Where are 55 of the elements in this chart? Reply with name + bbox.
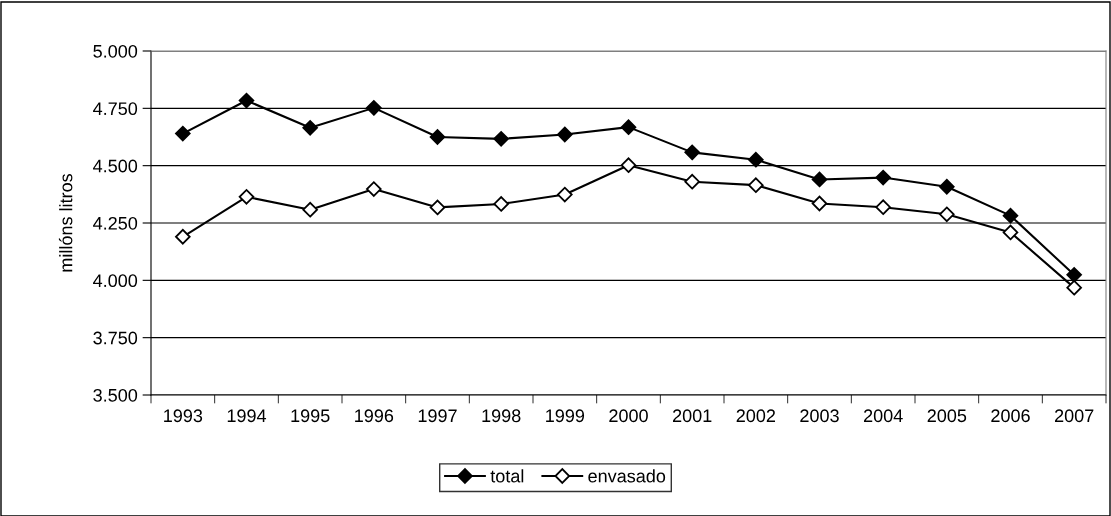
point <box>811 195 828 212</box>
point <box>302 120 318 136</box>
x-tick-label: 2004 <box>863 409 903 423</box>
point <box>1002 207 1019 224</box>
x-tick-label: 2005 <box>927 409 967 423</box>
point <box>748 177 764 193</box>
x-tick-label: 2002 <box>736 409 776 423</box>
x-tick-label: 2000 <box>609 409 648 423</box>
y-tick-label: 4.750 <box>93 102 138 116</box>
point <box>175 228 191 245</box>
point <box>493 131 509 147</box>
x-tick-label: 1998 <box>482 409 521 423</box>
x-tick-label: 1997 <box>418 409 457 423</box>
point <box>1066 279 1082 296</box>
y-tick-label: 4.500 <box>93 159 138 173</box>
x-tick-label: 1994 <box>227 409 267 423</box>
x-tick-label: 1999 <box>546 409 585 423</box>
point <box>238 92 255 109</box>
point <box>811 171 828 188</box>
y-tick-label: 4.250 <box>93 216 138 230</box>
point <box>366 181 382 197</box>
point <box>875 169 891 186</box>
point <box>366 100 382 116</box>
x-tick-label: 2006 <box>991 409 1030 423</box>
point <box>493 196 509 212</box>
point <box>557 126 573 143</box>
point <box>939 206 955 223</box>
point <box>620 157 637 173</box>
x-tick-label: 2007 <box>1054 409 1094 423</box>
point <box>620 119 637 135</box>
point <box>684 173 700 190</box>
point <box>429 129 446 145</box>
point <box>175 125 191 142</box>
y-tick-label: 4.000 <box>93 274 138 288</box>
y-tick-label: 3.750 <box>93 331 138 345</box>
point <box>557 186 573 203</box>
point <box>684 144 700 161</box>
point <box>429 199 446 216</box>
y-axis-title: millóns litros <box>58 173 73 272</box>
point <box>875 199 891 215</box>
point <box>1066 267 1082 283</box>
y-tick-label: 3.500 <box>93 388 138 402</box>
point <box>748 151 764 168</box>
y-tick-label: 5.000 <box>93 44 138 58</box>
x-tick-label: 1993 <box>164 409 203 423</box>
point <box>238 189 255 205</box>
point <box>1002 224 1019 241</box>
x-tick-label: 1995 <box>291 409 330 423</box>
legend-label: total <box>490 469 524 483</box>
x-tick-label: 1996 <box>355 409 394 423</box>
point <box>302 201 318 218</box>
legend-label: envasado <box>588 469 666 483</box>
point <box>939 178 955 195</box>
x-tick-label: 2003 <box>800 409 839 423</box>
x-tick-label: 2001 <box>672 409 712 423</box>
